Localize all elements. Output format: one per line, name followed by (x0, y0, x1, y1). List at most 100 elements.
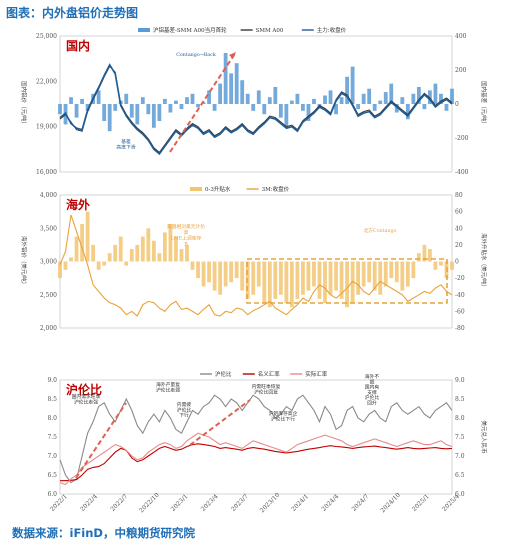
data-bar (102, 261, 107, 266)
data-bar (157, 253, 162, 262)
data-bar (251, 261, 256, 295)
data-bar (80, 98, 84, 104)
data-bar (196, 104, 200, 108)
y2-tick-label: 200 (455, 67, 467, 74)
data-bar (80, 224, 84, 262)
data-bar (251, 104, 256, 111)
data-bar (289, 100, 294, 104)
data-bar (444, 104, 449, 111)
data-bar (428, 90, 432, 104)
trend-arrow (189, 399, 251, 446)
data-bar (278, 261, 283, 295)
legend-swatch (138, 28, 150, 32)
plot-frame (59, 379, 453, 495)
data-bar (63, 261, 68, 270)
data-bar (450, 88, 454, 104)
data-bar (146, 104, 151, 115)
data-bar (301, 104, 305, 111)
y2-tick-label: -60 (455, 308, 465, 315)
annotation-text: 海外不 (365, 373, 380, 380)
legend-label: 名义汇率 (258, 370, 281, 378)
region-label: 沪伦比 (66, 382, 102, 397)
data-bar (323, 95, 327, 104)
data-bar (223, 53, 228, 104)
y2-tick-label: 80 (455, 192, 463, 199)
data-bar (334, 261, 338, 291)
data-bar (69, 257, 73, 262)
data-bar (113, 244, 118, 262)
annotation-text: B (184, 241, 188, 247)
y2-tick-label: 8.5 (455, 396, 465, 403)
data-bar (361, 93, 366, 104)
legend-label: 沪伦比 (215, 370, 232, 378)
annotation-text: 振 (370, 378, 375, 385)
x-tick-label: 2024/7 (351, 493, 371, 513)
annotation-text: 沪伦比下行 (271, 415, 295, 422)
x-tick-label: 2022/4 (79, 493, 99, 513)
data-bar (389, 261, 394, 279)
y2-tick-label: 0 (455, 259, 459, 266)
data-bar (124, 93, 129, 104)
data-bar (229, 73, 234, 104)
annotation-text: 北方Contango (363, 227, 396, 234)
data-bar (185, 244, 189, 262)
y-tick-label: 7.0 (47, 453, 57, 460)
data-bar (356, 261, 361, 295)
data-bar (405, 261, 410, 287)
legend-label: 0-3升贴水 (205, 185, 231, 193)
data-bar (69, 97, 73, 104)
data-bar (289, 261, 294, 308)
data-bar (273, 87, 278, 104)
annotation-text: 沪伦比 (177, 406, 192, 413)
data-bar (262, 261, 267, 304)
x-tick-label: 2023/4 (200, 493, 220, 513)
data-bar (422, 244, 427, 262)
data-bar (306, 261, 311, 291)
data-bar (339, 97, 344, 104)
data-bar (96, 90, 101, 104)
data-bar (439, 261, 443, 266)
data-bar (383, 261, 388, 287)
x-tick-label: 2022/10 (138, 492, 161, 515)
data-bar (85, 104, 90, 111)
annotation-text: 回升 (367, 400, 377, 407)
data-bar (85, 211, 90, 262)
trend-arrow-head (229, 52, 236, 59)
y2-tick-label: -20 (455, 275, 465, 282)
data-bar (323, 261, 327, 304)
data-bar (207, 261, 211, 283)
data-bar (245, 93, 250, 104)
data-bar (140, 236, 145, 262)
y2-tick-label: 400 (455, 33, 467, 40)
data-bar (411, 93, 416, 104)
legend-label: 主力:收盘价 (317, 26, 347, 34)
annotation-text: 国内需求旺季 (72, 393, 101, 400)
data-bar (400, 97, 405, 104)
data-bar (196, 261, 200, 279)
annotation-text: 国内有 (365, 384, 380, 391)
x-tick-label: 2023/7 (230, 493, 250, 513)
annotation-text: Contango→Back (176, 52, 216, 58)
data-bar (267, 97, 272, 104)
data-bar (129, 104, 134, 118)
data-bar (151, 240, 156, 262)
series-line (59, 394, 453, 484)
data-bar (312, 261, 316, 287)
data-bar (367, 88, 372, 104)
annotation-text: 内需疲 (177, 401, 192, 408)
x-tick-label: 2023/10 (259, 492, 282, 515)
data-bar (262, 104, 267, 115)
y-tick-label: 4,000 (40, 192, 57, 199)
data-bar (306, 104, 311, 121)
x-tick-label: 2024/1 (290, 493, 310, 513)
legend-label: 沪铝基差-SMM A00当月首轮 (153, 26, 227, 34)
data-bar (372, 261, 377, 291)
data-bar (439, 93, 443, 104)
y2-tick-label: 40 (455, 225, 463, 232)
y-tick-label: 19,000 (36, 124, 57, 131)
data-bar (328, 90, 333, 104)
series-line (59, 63, 453, 156)
annotation-text: LME上调库存 (171, 235, 202, 242)
data-bar (74, 236, 79, 262)
